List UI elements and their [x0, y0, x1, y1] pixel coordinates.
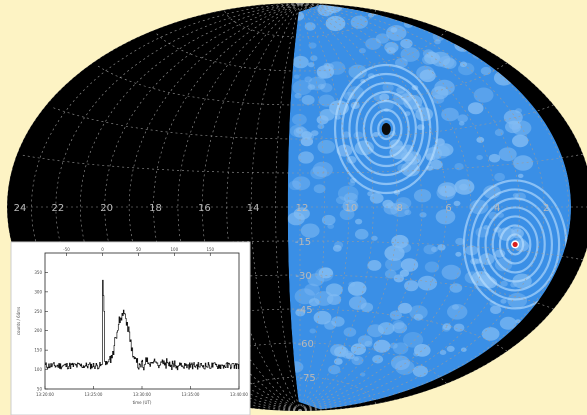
meridian	[299, 3, 399, 411]
meridian	[299, 3, 374, 411]
dec-label: -30	[295, 271, 311, 282]
red-source-marker	[512, 241, 518, 248]
ra-label: 16	[198, 203, 211, 214]
bottom-tick-label: 13:35:00	[182, 392, 200, 397]
top-tick-label: 50	[136, 247, 142, 252]
ra-label: 6	[445, 203, 451, 214]
meridian	[153, 3, 301, 411]
ra-label: 2	[543, 203, 549, 214]
meridian	[299, 3, 325, 411]
parallel	[22, 153, 584, 174]
ring	[377, 117, 396, 141]
ring	[355, 90, 417, 168]
bottom-tick-label: 13:20:00	[36, 392, 54, 397]
dec-label: -75	[299, 373, 315, 384]
dec-label: -60	[298, 339, 314, 350]
ra-label: 10	[344, 203, 357, 214]
ring	[362, 99, 410, 159]
y-tick-label: 200	[34, 328, 42, 333]
parallel	[224, 9, 377, 38]
ra-label: 22	[51, 203, 64, 214]
meridian	[299, 3, 496, 411]
parallel	[50, 274, 554, 310]
ring	[484, 206, 546, 283]
ra-label: 12	[296, 203, 309, 214]
y-tick-label: 150	[34, 348, 42, 353]
ring	[333, 63, 439, 195]
parallel	[50, 104, 554, 140]
top-tick-label: 100	[171, 247, 179, 252]
x-axis-label: time (UT)	[133, 400, 152, 405]
dec-label: -45	[296, 305, 312, 316]
dark-source-marker	[381, 123, 391, 136]
ring	[470, 188, 561, 301]
ring	[348, 81, 425, 177]
ring	[369, 108, 403, 150]
bottom-tick-label: 13:30:00	[133, 392, 151, 397]
bottom-tick-label: 13:40:00	[230, 392, 248, 397]
parallel	[22, 240, 584, 261]
ra-label: 24	[14, 203, 27, 214]
bottom-tick-label: 13:25:00	[85, 392, 103, 397]
meridian	[299, 3, 423, 411]
ra-label: 18	[149, 203, 162, 214]
y-tick-label: 300	[34, 289, 42, 294]
ra-label: 14	[247, 203, 260, 214]
top-tick-label: 0	[101, 247, 104, 252]
coverage-region	[287, 4, 571, 410]
inset-panel	[10, 241, 251, 415]
ra-label: 4	[494, 203, 500, 214]
y-axis-label: counts / 64ms	[16, 307, 21, 335]
top-tick-label: -50	[63, 247, 70, 252]
y-tick-label: 100	[34, 367, 42, 372]
meridian	[275, 3, 301, 411]
coverage-fill	[287, 4, 571, 410]
parallel	[95, 62, 508, 106]
top-tick-label: 150	[206, 247, 214, 252]
ring	[498, 224, 532, 265]
y-tick-label: 350	[34, 270, 42, 275]
light-curve-line	[45, 279, 240, 371]
ring	[506, 233, 525, 256]
ring	[491, 215, 539, 274]
ring	[477, 197, 554, 292]
y-tick-label: 50	[37, 387, 43, 392]
parallel	[154, 30, 447, 72]
parallel	[95, 308, 508, 352]
dec-label: -15	[295, 237, 311, 248]
y-tick-label: 250	[34, 309, 42, 314]
coverage-pattern	[287, 4, 534, 378]
ra-label: 8	[396, 203, 402, 214]
ra-label: 20	[100, 203, 113, 214]
